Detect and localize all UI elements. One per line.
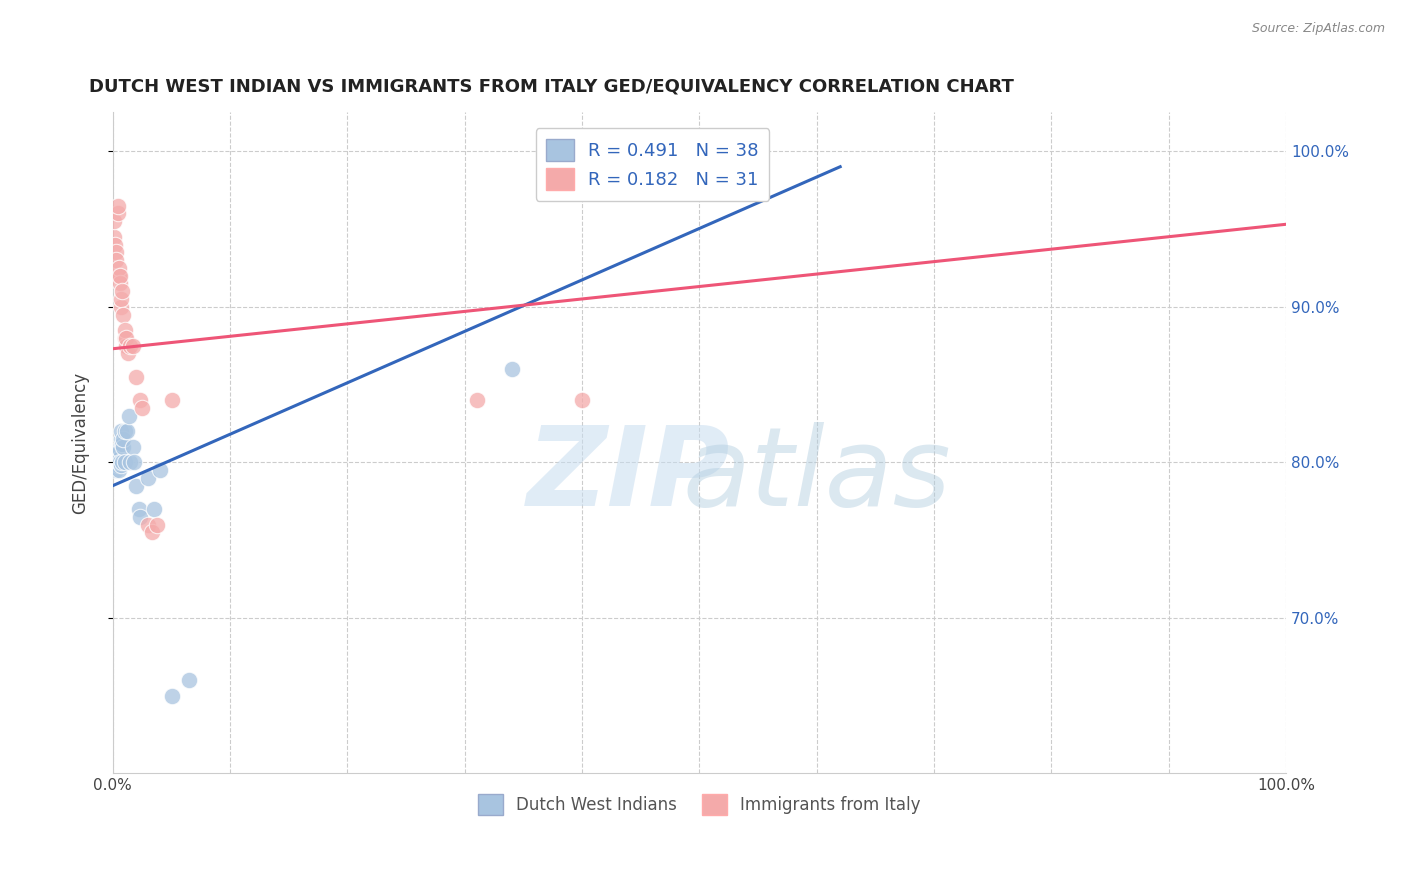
Point [105, 455, 128, 469]
Point [111, 455, 134, 469]
Point [117, 346, 139, 360]
Point [107, 458, 129, 473]
Point [107, 463, 129, 477]
Point [108, 442, 131, 457]
Point [104, 450, 127, 465]
Point [103, 214, 125, 228]
Point [114, 331, 136, 345]
Point [114, 455, 136, 469]
Point [105, 253, 128, 268]
Point [112, 440, 135, 454]
Point [104, 237, 127, 252]
Point [131, 401, 153, 415]
Point [128, 509, 150, 524]
Text: ZIP: ZIP [527, 423, 731, 530]
Point [571, 393, 593, 408]
Point [107, 455, 129, 469]
Point [105, 463, 128, 477]
Point [108, 277, 131, 291]
Point [125, 478, 148, 492]
Point [103, 455, 125, 469]
Y-axis label: GED/Equivalency: GED/Equivalency [72, 372, 89, 514]
Point [149, 463, 172, 477]
Point [120, 338, 142, 352]
Text: DUTCH WEST INDIAN VS IMMIGRANTS FROM ITALY GED/EQUIVALENCY CORRELATION CHART: DUTCH WEST INDIAN VS IMMIGRANTS FROM ITA… [90, 78, 1014, 95]
Point [110, 432, 132, 446]
Point [114, 331, 136, 345]
Legend: Dutch West Indians, Immigrants from Italy: Dutch West Indians, Immigrants from Ital… [471, 788, 928, 822]
Point [110, 292, 132, 306]
Text: Source: ZipAtlas.com: Source: ZipAtlas.com [1251, 22, 1385, 36]
Point [103, 229, 125, 244]
Point [122, 455, 145, 469]
Point [128, 502, 150, 516]
Point [107, 442, 129, 457]
Point [107, 206, 129, 220]
Point [107, 268, 129, 283]
Point [108, 455, 131, 469]
Point [501, 362, 523, 376]
Point [110, 300, 132, 314]
Point [120, 455, 142, 469]
Point [105, 455, 128, 469]
Point [125, 369, 148, 384]
Point [177, 673, 200, 687]
Point [128, 393, 150, 408]
Point [107, 455, 129, 469]
Point [141, 525, 163, 540]
Point [107, 450, 129, 465]
Point [114, 424, 136, 438]
Point [114, 338, 136, 352]
Point [107, 260, 129, 275]
Point [136, 517, 159, 532]
Point [108, 268, 131, 283]
Point [160, 393, 183, 408]
Text: atlas: atlas [682, 423, 950, 530]
Point [111, 284, 134, 298]
Point [104, 458, 127, 473]
Point [118, 409, 141, 423]
Point [112, 432, 135, 446]
Point [114, 323, 136, 337]
Point [136, 471, 159, 485]
Point [146, 517, 169, 532]
Point [105, 245, 128, 260]
Point [110, 458, 132, 473]
Point [121, 440, 143, 454]
Point [110, 424, 132, 438]
Point [115, 424, 138, 438]
Point [465, 393, 488, 408]
Point [111, 436, 134, 450]
Point [160, 689, 183, 703]
Point [108, 450, 131, 465]
Point [142, 502, 165, 516]
Point [112, 308, 135, 322]
Point [121, 338, 143, 352]
Point [107, 199, 129, 213]
